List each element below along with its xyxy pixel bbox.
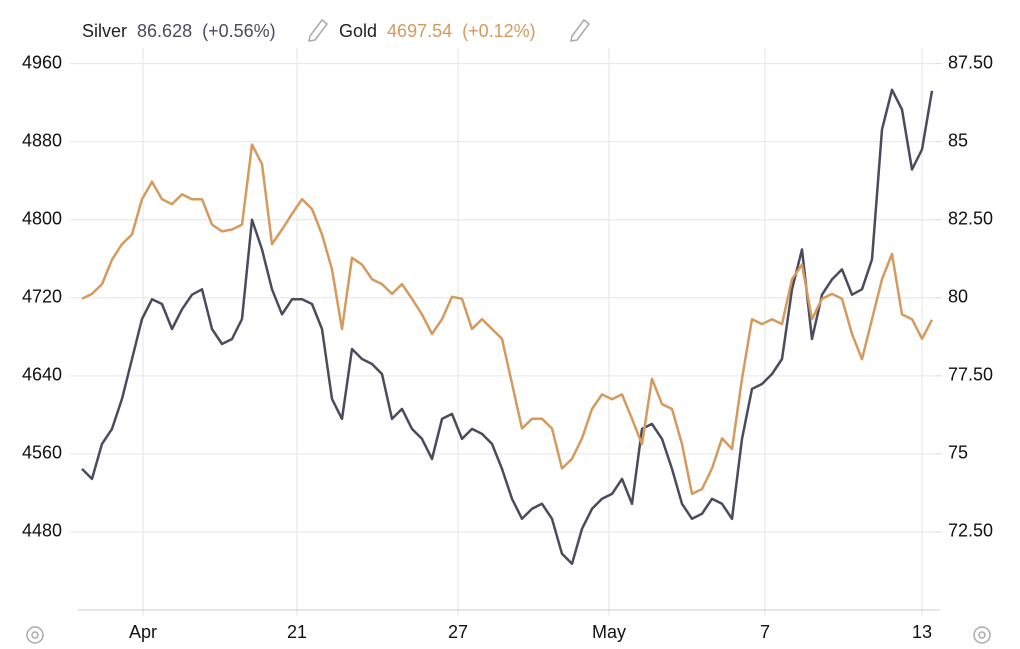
x-tick-label: 21	[287, 622, 307, 642]
y-tick-label: 4720	[22, 287, 62, 307]
x-tick-label: 13	[912, 622, 932, 642]
gear	[973, 626, 991, 644]
legend-value: 4697.54	[387, 21, 452, 41]
y2-tick-label: 72.50	[948, 521, 993, 541]
y2-tick-label: 85	[948, 130, 968, 150]
legend: Silver 86.628 (+0.56%)	[82, 21, 276, 41]
edit-icon[interactable]	[308, 18, 329, 42]
x-tick-label: 27	[448, 622, 468, 642]
y2-tick-label: 75	[948, 443, 968, 463]
y2-tick-label: 87.50	[948, 52, 993, 72]
y-tick-label: 4880	[22, 130, 62, 150]
legend-box	[76, 10, 596, 48]
y2-tick-label: 77.50	[948, 365, 993, 385]
y2-tick-label: 80	[948, 287, 968, 307]
y-tick-label: 4560	[22, 443, 62, 463]
edit-icon[interactable]	[570, 18, 591, 42]
legend-name: Silver	[82, 21, 127, 41]
y-tick-label: 4800	[22, 208, 62, 228]
y-tick-label: 4960	[22, 52, 62, 72]
gear-hub	[31, 631, 39, 639]
legend-name: Gold	[339, 21, 377, 41]
y-tick-label: 4640	[22, 365, 62, 385]
series-line	[81, 88, 934, 566]
gear-hub	[978, 631, 986, 639]
legend-value: 86.628	[137, 21, 192, 41]
series-line	[81, 143, 934, 496]
settings-icon[interactable]	[26, 626, 44, 644]
x-tick-label: May	[592, 622, 626, 642]
legend-change: (+0.56%)	[202, 21, 276, 41]
settings-icon[interactable]	[973, 626, 991, 644]
legend-change: (+0.12%)	[462, 21, 536, 41]
x-tick-label: 7	[760, 622, 770, 642]
gear	[26, 626, 44, 644]
x-tick-label: Apr	[129, 622, 157, 642]
y-tick-label: 4480	[22, 521, 62, 541]
y2-tick-label: 82.50	[948, 208, 993, 228]
legend: Gold 4697.54 (+0.12%)	[339, 21, 536, 41]
